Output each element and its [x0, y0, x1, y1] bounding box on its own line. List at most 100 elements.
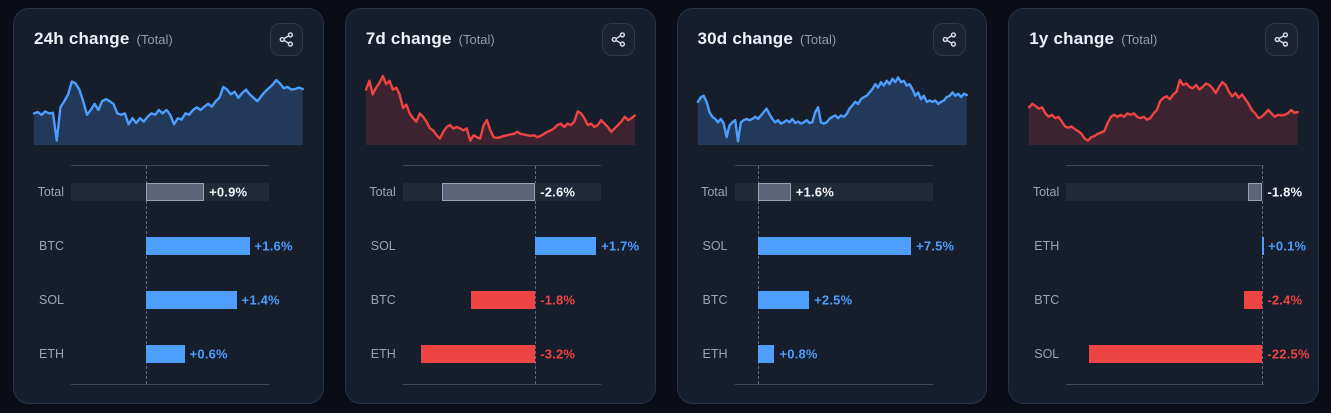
value-label: -2.6% — [540, 184, 576, 200]
bar-plot-area: +2.5% — [735, 291, 933, 309]
bar-plot-area: +0.8% — [735, 345, 933, 363]
zero-axis-line — [758, 166, 760, 384]
axis-frame — [402, 165, 601, 385]
bar-plot-area: -2.4% — [1066, 291, 1302, 309]
asset-label: ETH — [39, 347, 64, 361]
card-title-group: 1y change (Total) — [1029, 23, 1157, 49]
value-bar — [1089, 345, 1263, 363]
sparkline-chart — [698, 71, 967, 145]
bar-plot-area: +0.1% — [1066, 237, 1306, 255]
bar-plot-area: -1.8% — [1066, 183, 1302, 201]
asset-label: SOL — [38, 293, 64, 307]
card-header: 1y change (Total) — [1029, 23, 1298, 57]
asset-label: ETH — [702, 347, 728, 361]
value-bar — [758, 291, 810, 309]
card-subtitle: (Total) — [458, 32, 495, 47]
value-label: +2.5% — [814, 292, 853, 308]
sparkline-chart — [34, 71, 303, 145]
bar-row: BTC -1.8% — [366, 291, 635, 309]
asset-label: Total — [37, 185, 64, 199]
bar-plot-area: -1.8% — [403, 291, 601, 309]
card-title: 24h change — [34, 29, 130, 48]
bar-plot-area: +1.6% — [71, 237, 293, 255]
value-bar — [470, 291, 536, 309]
share-button[interactable] — [269, 23, 303, 56]
bar-row: ETH +0.6% — [34, 345, 303, 363]
card-title-group: 24h change (Total) — [34, 23, 173, 49]
value-bar — [758, 345, 775, 363]
share-network-icon — [611, 32, 625, 47]
axis-frame — [734, 165, 933, 385]
bar-row: Total -2.6% — [366, 183, 635, 201]
sparkline-fill — [697, 77, 967, 145]
sparkline-chart — [366, 71, 635, 145]
card-header: 7d change (Total) — [366, 23, 635, 57]
value-label: +1.7% — [601, 238, 640, 254]
value-bar — [420, 345, 536, 363]
bar-row: BTC +2.5% — [698, 291, 967, 309]
asset-label: BTC — [370, 293, 396, 307]
sparkline-fill — [365, 76, 635, 145]
change-card: 24h change (Total) Total +0.9% BTC +1.6% — [13, 8, 324, 404]
bar-chart: Total +0.9% BTC +1.6% SOL +1.4% ETH +0.6% — [34, 165, 303, 385]
zero-axis-line — [535, 166, 537, 384]
bar-chart: Total -1.8% ETH +0.1% BTC -2.4% SOL -22.5% — [1029, 165, 1310, 385]
value-bar — [145, 345, 185, 363]
bar-row: SOL -22.5% — [1029, 345, 1310, 363]
bar-row: BTC -2.4% — [1029, 291, 1302, 309]
value-bar — [145, 237, 250, 255]
bar-plot-area: +1.7% — [403, 237, 639, 255]
value-bar — [1262, 237, 1265, 255]
value-bar — [145, 291, 237, 309]
asset-label: BTC — [1034, 293, 1060, 307]
sparkline-line — [366, 76, 635, 141]
share-button[interactable] — [933, 23, 967, 56]
value-label: -2.4% — [1267, 292, 1303, 308]
bar-row: SOL +1.4% — [34, 291, 303, 309]
value-bar — [1243, 291, 1263, 309]
bar-plot-area: -22.5% — [1066, 345, 1310, 363]
value-label: -3.2% — [540, 346, 576, 362]
bar-track — [1066, 183, 1265, 201]
asset-label: BTC — [39, 239, 64, 253]
share-button[interactable] — [601, 23, 635, 56]
sparkline-fill — [1029, 80, 1298, 145]
change-card: 7d change (Total) Total -2.6% SOL +1.7% B — [344, 8, 656, 404]
bar-row: SOL +1.7% — [366, 237, 639, 255]
sparkline-chart — [1029, 71, 1298, 145]
card-title: 7d change — [365, 29, 452, 48]
zero-axis-line — [145, 166, 147, 384]
share-network-icon — [279, 32, 293, 47]
value-bar — [1248, 183, 1263, 201]
sparkline-line — [698, 77, 967, 141]
value-label: -22.5% — [1267, 346, 1310, 362]
bar-plot-area: -2.6% — [402, 183, 601, 201]
share-network-icon — [1274, 32, 1289, 47]
bar-row: BTC +1.6% — [34, 237, 303, 255]
value-label: +1.4% — [241, 292, 280, 308]
card-subtitle: (Total) — [136, 32, 173, 47]
bar-plot-area: +7.5% — [735, 237, 954, 255]
sparkline-line — [1029, 80, 1298, 141]
asset-label: SOL — [702, 239, 728, 253]
value-bar — [145, 183, 205, 201]
share-network-icon — [942, 32, 957, 47]
card-title-group: 30d change (Total) — [698, 23, 837, 49]
card-header: 24h change (Total) — [34, 23, 303, 57]
share-button[interactable] — [1265, 23, 1298, 56]
value-bar — [535, 237, 597, 255]
bar-chart: Total -2.6% SOL +1.7% BTC -1.8% ETH -3.2% — [366, 165, 639, 385]
card-title-group: 7d change (Total) — [366, 23, 495, 49]
card-subtitle: (Total) — [1121, 32, 1158, 47]
asset-label: SOL — [1034, 347, 1060, 361]
bar-row: ETH +0.1% — [1029, 237, 1306, 255]
value-bar — [758, 237, 912, 255]
value-bar — [442, 183, 536, 201]
value-label: -1.8% — [540, 292, 576, 308]
zero-axis-line — [1262, 166, 1264, 384]
bar-plot-area: -3.2% — [403, 345, 601, 363]
asset-label: ETH — [370, 347, 396, 361]
value-label: +0.1% — [1268, 238, 1307, 254]
asset-label: Total — [1032, 185, 1060, 199]
